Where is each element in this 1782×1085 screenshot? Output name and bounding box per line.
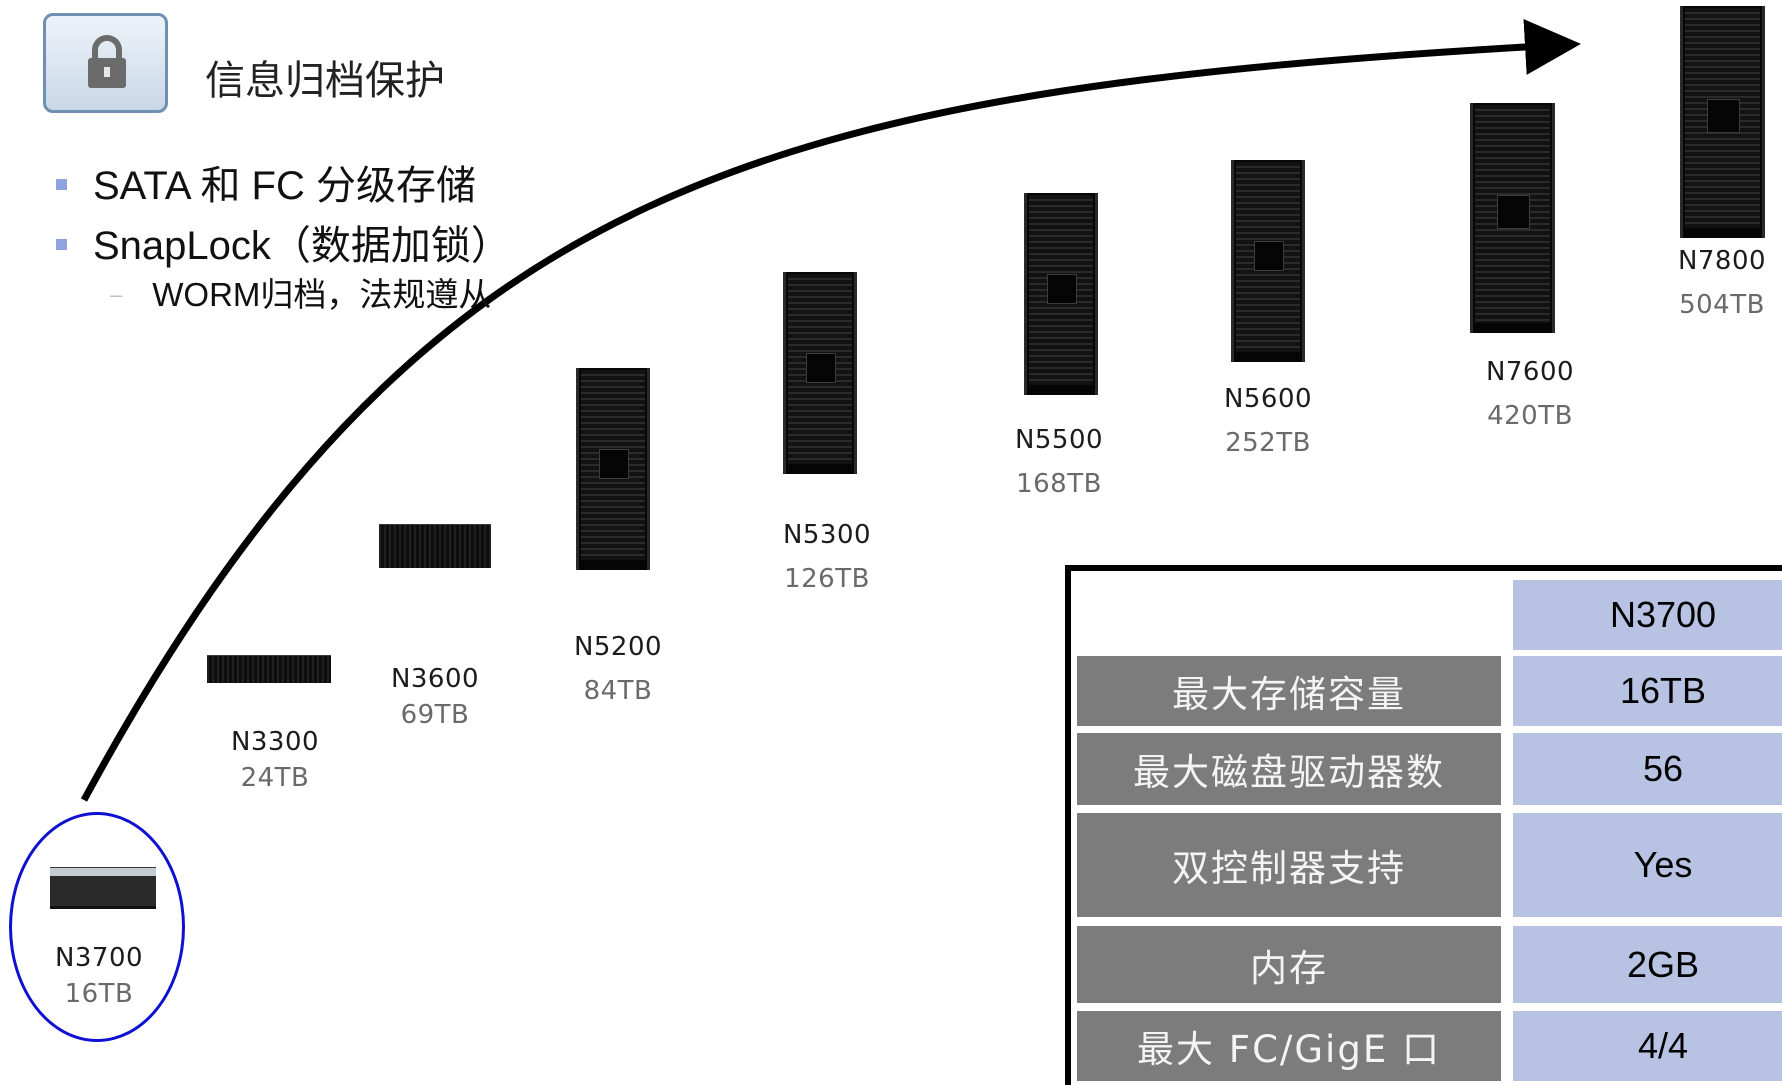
device-n3300-image — [207, 655, 331, 683]
product-n5200: N5200 84TB — [548, 632, 688, 706]
product-name: N5300 — [782, 520, 872, 550]
spec-row-label: 内存 — [1077, 926, 1501, 1003]
product-name: N3700 — [54, 943, 144, 973]
product-n3600: N3600 69TB — [365, 664, 505, 730]
product-name: N7800 — [1677, 246, 1767, 276]
product-n3700: N3700 16TB — [30, 943, 168, 1009]
device-n5600-image — [1231, 160, 1305, 362]
spec-column-header: N3700 — [1513, 580, 1782, 650]
product-name: N5200 — [573, 632, 663, 662]
dash-icon: – — [110, 282, 123, 307]
product-capacity: 420TB — [1487, 401, 1573, 431]
rack-panel — [599, 448, 629, 480]
product-n3300: N3300 24TB — [205, 727, 345, 793]
device-n5500-image — [1024, 193, 1098, 395]
device-n3600-image — [379, 524, 491, 568]
product-capacity: 126TB — [784, 564, 870, 594]
product-capacity: 168TB — [1016, 469, 1102, 499]
sub-feature-item: – WORM归档，法规遵从 — [110, 276, 492, 313]
growth-arrow — [80, 19, 1581, 802]
product-n7600: N7600 420TB — [1460, 357, 1600, 431]
spec-row-label: 最大磁盘驱动器数 — [1077, 733, 1501, 805]
rack-panel — [1496, 195, 1531, 230]
product-capacity: 16TB — [64, 979, 134, 1009]
device-n7800-image — [1680, 6, 1765, 238]
product-name: N3300 — [230, 727, 320, 757]
product-n5600: N5600 252TB — [1198, 384, 1338, 458]
feature-item: SnapLock（数据加锁） — [56, 213, 511, 271]
product-capacity: 69TB — [400, 700, 470, 730]
product-n7800: N7800 504TB — [1652, 246, 1782, 320]
spec-row-label: 双控制器支持 — [1077, 813, 1501, 917]
spec-row-value: 2GB — [1513, 926, 1782, 1003]
product-n5300: N5300 126TB — [757, 520, 897, 594]
lock-button — [43, 13, 168, 113]
spec-row-value: Yes — [1513, 813, 1782, 917]
rack-panel — [806, 352, 836, 384]
spec-table: N3700 最大存储容量 16TB 最大磁盘驱动器数 56 双控制器支持 Yes… — [1065, 565, 1782, 1085]
bullet-icon — [56, 238, 67, 250]
product-capacity: 504TB — [1679, 290, 1765, 320]
product-name: N5500 — [1014, 425, 1104, 455]
padlock-icon — [88, 35, 126, 88]
product-capacity: 252TB — [1225, 428, 1311, 458]
spec-row-label: 最大存储容量 — [1077, 656, 1501, 726]
device-n5300-image — [783, 272, 857, 474]
rack-panel — [1254, 240, 1284, 272]
product-capacity: 24TB — [240, 763, 310, 793]
device-n7600-image — [1470, 103, 1555, 333]
rack-panel — [1706, 98, 1741, 134]
spec-row-value: 16TB — [1513, 656, 1782, 726]
page-title: 信息归档保护 — [205, 58, 445, 104]
spec-row-value: 56 — [1513, 733, 1782, 805]
rack-panel — [1047, 273, 1077, 305]
product-n5500: N5500 168TB — [989, 425, 1129, 499]
product-name: N5600 — [1223, 384, 1313, 414]
spec-row-label: 最大 FC/GigE 口 — [1077, 1011, 1501, 1081]
product-name: N3600 — [390, 664, 480, 694]
spec-row-value: 4/4 — [1513, 1011, 1782, 1081]
product-name: N7600 — [1485, 357, 1575, 387]
product-capacity: 84TB — [583, 676, 653, 706]
device-n3700-image — [50, 867, 156, 909]
bullet-icon — [56, 178, 67, 190]
device-n5200-image — [576, 368, 650, 570]
feature-item: SATA 和 FC 分级存储 — [56, 153, 476, 211]
